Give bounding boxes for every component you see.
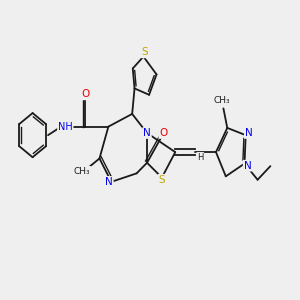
Text: N: N [244, 161, 251, 171]
Text: O: O [159, 128, 167, 138]
Text: NH: NH [58, 122, 73, 132]
Text: H: H [197, 153, 203, 162]
Text: CH₃: CH₃ [74, 167, 91, 176]
Text: N: N [245, 128, 253, 138]
Text: CH₃: CH₃ [214, 96, 230, 105]
Text: O: O [81, 89, 89, 99]
Text: S: S [142, 47, 148, 57]
Text: N: N [143, 128, 151, 138]
Text: N: N [105, 177, 113, 187]
Text: S: S [159, 175, 165, 185]
